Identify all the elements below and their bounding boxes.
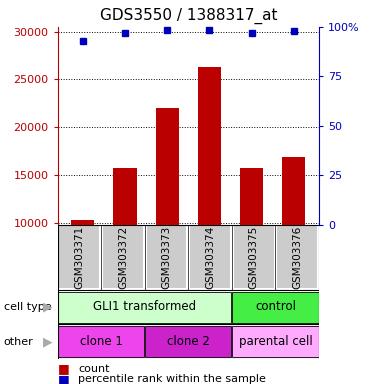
Text: percentile rank within the sample: percentile rank within the sample: [78, 374, 266, 384]
Title: GDS3550 / 1388317_at: GDS3550 / 1388317_at: [99, 8, 277, 24]
Bar: [232, 326, 319, 357]
Bar: [58, 292, 232, 323]
Text: ■: ■: [58, 373, 69, 384]
Bar: [114, 168, 137, 225]
Bar: [240, 168, 263, 225]
Text: parental cell: parental cell: [239, 334, 312, 348]
Text: clone 2: clone 2: [167, 334, 210, 348]
Bar: [145, 225, 187, 289]
Text: GSM303376: GSM303376: [292, 226, 302, 289]
Text: cell type: cell type: [4, 302, 51, 312]
Text: ▶: ▶: [43, 335, 53, 348]
Text: GSM303373: GSM303373: [161, 226, 171, 289]
Text: other: other: [4, 337, 33, 347]
Bar: [102, 225, 144, 289]
Bar: [71, 220, 94, 225]
Bar: [58, 326, 144, 357]
Bar: [198, 67, 221, 225]
Text: ■: ■: [58, 362, 69, 375]
Text: GLI1 transformed: GLI1 transformed: [93, 300, 196, 313]
Text: GSM303374: GSM303374: [205, 226, 215, 289]
Text: control: control: [255, 300, 296, 313]
Bar: [282, 157, 305, 225]
Bar: [58, 225, 100, 289]
Text: ▶: ▶: [43, 301, 53, 314]
Text: GSM303372: GSM303372: [118, 226, 128, 289]
Bar: [276, 225, 318, 289]
Bar: [145, 326, 232, 357]
Text: clone 1: clone 1: [80, 334, 122, 348]
Text: GSM303375: GSM303375: [249, 226, 259, 289]
Bar: [189, 225, 231, 289]
Bar: [232, 292, 319, 323]
Text: count: count: [78, 364, 109, 374]
Bar: [155, 108, 179, 225]
Bar: [233, 225, 275, 289]
Text: GSM303371: GSM303371: [74, 226, 84, 289]
